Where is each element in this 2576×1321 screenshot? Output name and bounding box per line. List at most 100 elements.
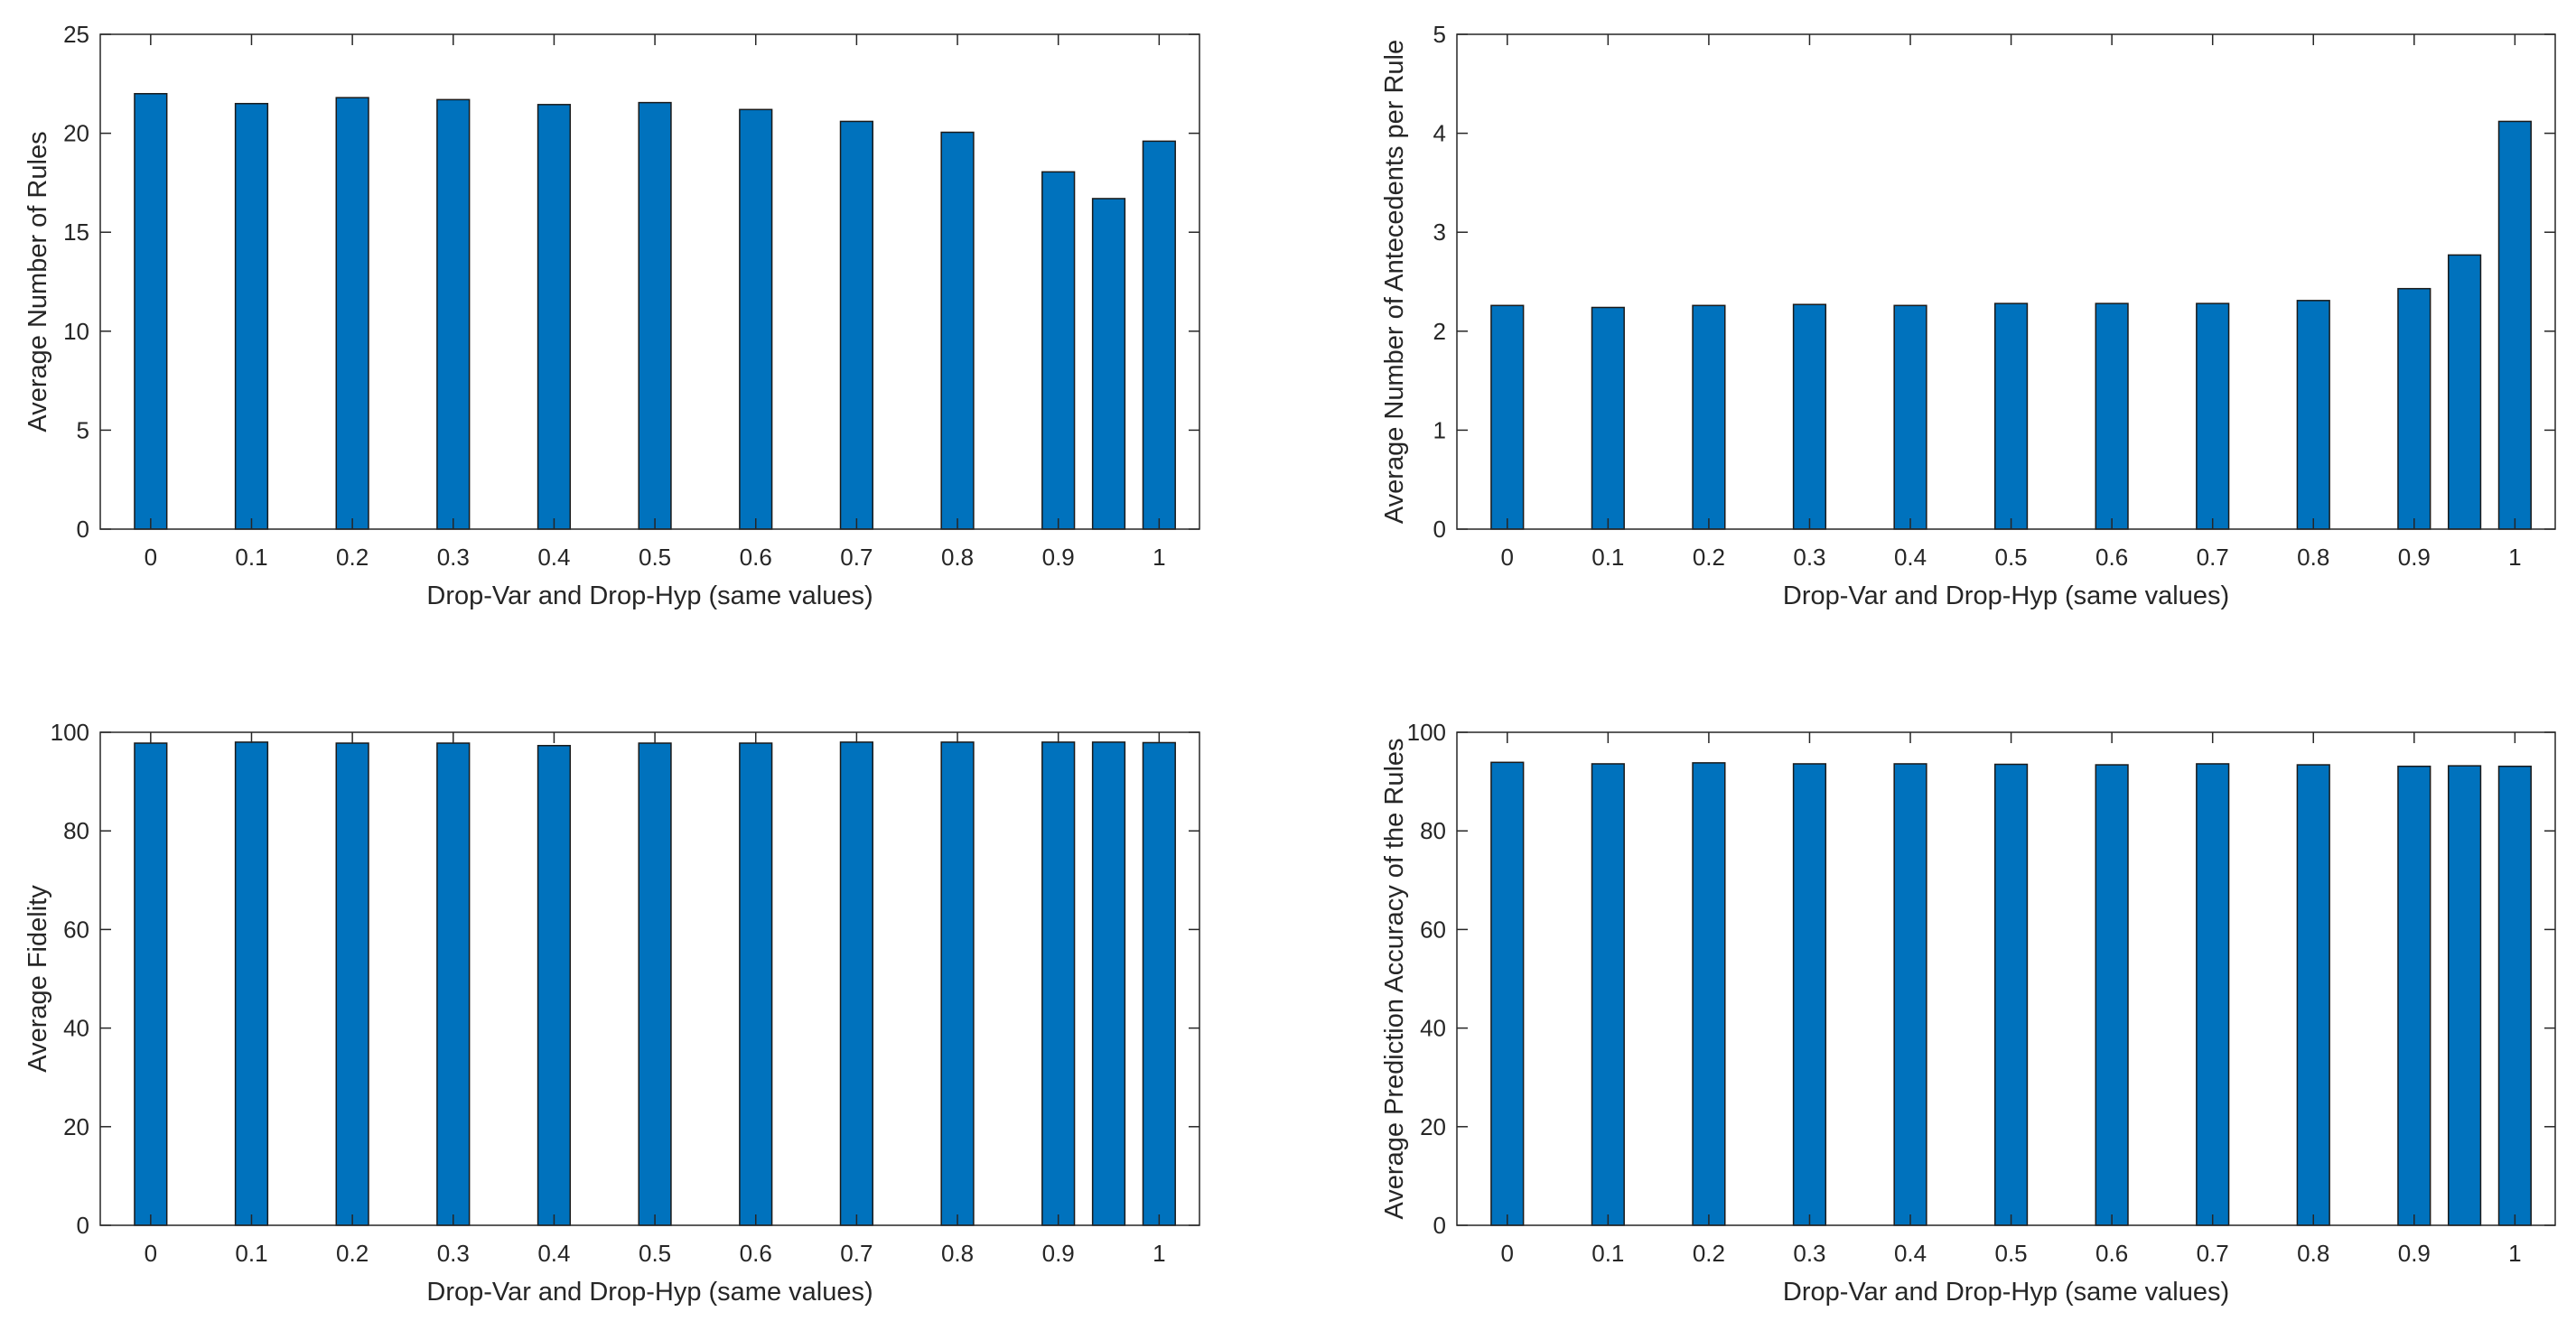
y-tick-label: 20 [63,1113,89,1140]
y-axis-label: Average Fidelity [23,885,52,1073]
bar [839,120,873,530]
bar [940,741,975,1226]
axes-box [1456,731,2556,1226]
x-tick-label: 0.4 [1894,1240,1927,1267]
x-tick-label: 0.7 [2197,1240,2229,1267]
x-tick-label: 0.4 [1894,544,1927,571]
x-tick-label: 0.7 [840,544,873,571]
y-tick-label: 40 [1420,1015,1446,1042]
x-tick-label: 0.3 [1793,544,1825,571]
x-tick-label: 1 [2508,1240,2521,1267]
x-tick-label: 0.6 [740,1240,772,1267]
x-tick-label: 0.4 [537,544,570,571]
bar [638,742,672,1226]
x-tick-label: 0.7 [2197,544,2229,571]
bar [2296,764,2330,1226]
bar [2447,765,2482,1226]
x-tick-label: 0.8 [941,1240,974,1267]
x-tick-label: 0 [1501,1240,1514,1267]
bar [739,108,773,530]
bar [1041,171,1076,530]
y-tick-label: 20 [63,120,89,147]
bar [1792,763,1827,1226]
bar [234,741,269,1226]
bar [335,742,369,1226]
bar [436,742,471,1226]
bar [1893,763,1927,1226]
subplot: 0 1 2 3 4 5 0 0.1 0.2 0.3 0.4 0.5 0.6 0.7 0.8 0.9 1 Drop-… [1380,21,2556,610]
y-tick-label: 40 [63,1015,89,1042]
x-tick-label: 0.8 [2297,1240,2329,1267]
bar [436,98,471,530]
x-tick-label: 0 [145,544,157,571]
x-tick-label: 0.1 [235,1240,267,1267]
bar [1591,763,1625,1226]
x-tick-label: 0.6 [740,544,772,571]
x-axis-label: Drop-Var and Drop-Hyp (same values) [1783,1278,2229,1307]
x-tick-label: 0 [1501,544,1514,571]
bar [2196,763,2230,1226]
subplot: 0 20 40 60 80 100 0 0.1 0.2 0.3 0.4 0.5 0.6 0.7 0.8 0.9… [23,719,1200,1307]
bar [1591,306,1625,530]
x-tick-label: 0.9 [1042,1240,1075,1267]
bar [839,741,873,1226]
bar [940,131,975,530]
bar [1692,304,1726,530]
bar [2397,287,2431,530]
subplot: 0 5 10 15 20 25 0 0.1 0.2 0.3 0.4 0.5 0.6 0.7 0.8 0.9 1 D… [23,21,1200,610]
x-tick-label: 0.5 [1994,1240,2027,1267]
bar [2497,120,2532,530]
x-tick-label: 0.3 [1793,1240,1825,1267]
y-tick-label: 2 [1433,318,1446,345]
bar [1692,762,1726,1226]
x-tick-label: 0.5 [639,1240,671,1267]
x-tick-label: 1 [2508,544,2521,571]
x-tick-label: 0.1 [235,544,267,571]
bar [1142,140,1176,530]
y-tick-label: 0 [1433,1212,1446,1239]
bar [2497,765,2532,1226]
bar [335,97,369,530]
bar [2397,765,2431,1226]
x-tick-label: 0.9 [2398,1240,2431,1267]
axes-box [99,33,1200,530]
bar [638,101,672,530]
bar [2196,302,2230,530]
bar [2296,300,2330,530]
bar [1993,302,2029,530]
x-tick-label: 0.6 [2095,544,2128,571]
axes-box [99,731,1200,1226]
y-tick-label: 100 [51,719,89,746]
y-tick-label: 0 [1433,516,1446,543]
bar [2447,254,2482,530]
y-tick-label: 1 [1433,416,1446,443]
x-tick-label: 0.7 [840,1240,873,1267]
x-tick-label: 0.4 [537,1240,570,1267]
x-tick-label: 0.3 [437,544,470,571]
bar [234,102,269,530]
x-tick-label: 0.5 [639,544,671,571]
x-tick-label: 0.2 [336,1240,369,1267]
bar [2095,764,2129,1226]
y-tick-label: 5 [77,416,89,443]
y-tick-label: 80 [63,817,89,844]
y-tick-label: 60 [63,916,89,943]
x-axis-label: Drop-Var and Drop-Hyp (same values) [426,581,873,610]
y-tick-label: 4 [1433,120,1446,147]
bar [134,742,168,1226]
x-tick-label: 0.9 [1042,544,1075,571]
bar [537,104,572,530]
bar [2095,302,2129,530]
x-tick-label: 1 [1153,1240,1165,1267]
bar [1993,763,2029,1226]
x-tick-label: 0.2 [1693,1240,1725,1267]
x-tick-label: 0 [145,1240,157,1267]
x-tick-label: 0.5 [1994,544,2027,571]
y-tick-label: 15 [63,219,89,246]
y-tick-label: 5 [1433,21,1446,48]
x-tick-label: 1 [1153,544,1165,571]
bar [1091,741,1126,1226]
x-tick-label: 0.9 [2398,544,2431,571]
x-tick-label: 0.1 [1591,1240,1624,1267]
